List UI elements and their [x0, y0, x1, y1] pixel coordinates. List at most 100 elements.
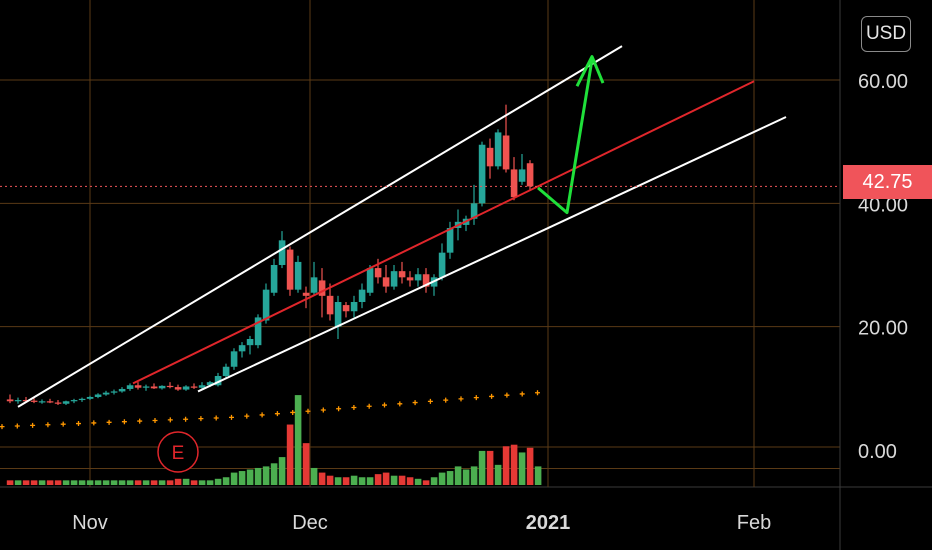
volume-bar: [134, 480, 142, 485]
candle-body: [478, 144, 486, 204]
volume-bar: [494, 464, 502, 485]
volume-bar: [94, 480, 102, 485]
moving-average-point: [535, 390, 540, 396]
volume-bar: [270, 463, 278, 485]
candle-body: [486, 147, 494, 167]
candle-body: [174, 387, 182, 390]
candle-body: [470, 203, 478, 219]
moving-average-point: [167, 417, 173, 423]
moving-average-point: [397, 401, 403, 407]
candle-body: [14, 400, 22, 402]
candle-body: [398, 271, 406, 278]
volume-bar: [30, 480, 38, 485]
candle-body: [110, 391, 118, 393]
current-price-tag: 42.75: [843, 165, 932, 199]
volume-bar: [286, 424, 294, 485]
projection-arrowhead: [575, 55, 605, 87]
earnings-marker[interactable]: E: [157, 431, 199, 473]
moving-average-point: [320, 407, 326, 413]
candle-body: [446, 228, 454, 253]
candle-body: [30, 400, 38, 402]
volume-bars: [6, 395, 542, 485]
volume-bar: [262, 466, 270, 485]
volume-bar: [46, 480, 54, 485]
moving-average-point: [244, 413, 250, 419]
candle-body: [438, 252, 446, 278]
volume-bar: [446, 471, 454, 485]
volume-bar: [510, 444, 518, 485]
candle-body: [94, 394, 102, 397]
volume-bar: [422, 480, 430, 485]
volume-bar: [470, 466, 478, 485]
volume-bar: [254, 467, 262, 485]
moving-average-point: [91, 420, 97, 426]
volume-bar: [350, 475, 358, 485]
candle-body: [182, 386, 190, 390]
candle-body: [78, 398, 86, 401]
moving-average-point: [198, 416, 204, 422]
time-axis-label: Nov: [72, 512, 108, 534]
volume-bar: [214, 478, 222, 485]
volume-bar: [358, 477, 366, 485]
moving-average-point: [366, 403, 372, 409]
volume-bar: [238, 471, 246, 485]
drawing-layer: E: [0, 45, 840, 473]
volume-bar: [14, 480, 22, 485]
moving-average-point: [351, 405, 357, 411]
volume-bar: [318, 472, 326, 485]
volume-bar: [110, 480, 118, 485]
volume-bar: [454, 466, 462, 485]
volume-bar: [342, 477, 350, 485]
moving-average-point: [336, 406, 342, 412]
candle-body: [158, 385, 166, 389]
moving-average-point: [274, 411, 280, 417]
moving-average-point: [121, 419, 127, 425]
projection-path: [537, 59, 594, 215]
candle-body: [318, 280, 326, 296]
candle-body: [334, 302, 342, 327]
volume-bar: [478, 450, 486, 485]
candle-body: [406, 277, 414, 281]
candle-body: [102, 392, 110, 395]
volume-bar: [390, 475, 398, 485]
moving-average-point: [259, 412, 265, 418]
volume-bar: [438, 472, 446, 485]
candle-body: [70, 400, 78, 402]
price-axis-label: 20.00: [858, 318, 908, 340]
candle-body: [222, 366, 230, 376]
candle-body: [198, 385, 206, 388]
candle-body: [278, 240, 286, 265]
candle-body: [494, 132, 502, 167]
volume-bar: [86, 480, 94, 485]
candle-body: [214, 376, 222, 386]
volume-bar: [414, 478, 422, 485]
volume-bar: [382, 472, 390, 485]
volume-bar: [38, 480, 46, 485]
candle-body: [262, 289, 270, 321]
candle-body: [6, 399, 14, 402]
earnings-marker-label: E: [172, 443, 185, 464]
volume-bar: [326, 475, 334, 485]
candle-body: [270, 265, 278, 293]
volume-bar: [78, 480, 86, 485]
volume-bar: [62, 480, 70, 485]
earnings-marker-circle: [157, 431, 199, 473]
volume-bar: [150, 480, 158, 485]
volume-bar: [142, 480, 150, 485]
candle-body: [422, 274, 430, 287]
price-axis-label: 40.00: [858, 194, 908, 216]
candle-body: [118, 388, 126, 392]
candle-body: [246, 339, 254, 346]
volume-bar: [398, 475, 406, 485]
volume-bar: [166, 480, 174, 485]
candle-body: [22, 400, 30, 402]
currency-button[interactable]: USD: [861, 16, 911, 52]
volume-bar: [486, 450, 494, 485]
candle-body: [382, 277, 390, 287]
candle-body: [238, 345, 246, 352]
moving-average-point: [45, 422, 51, 428]
volume-bar: [6, 480, 14, 485]
candle-body: [62, 401, 70, 404]
